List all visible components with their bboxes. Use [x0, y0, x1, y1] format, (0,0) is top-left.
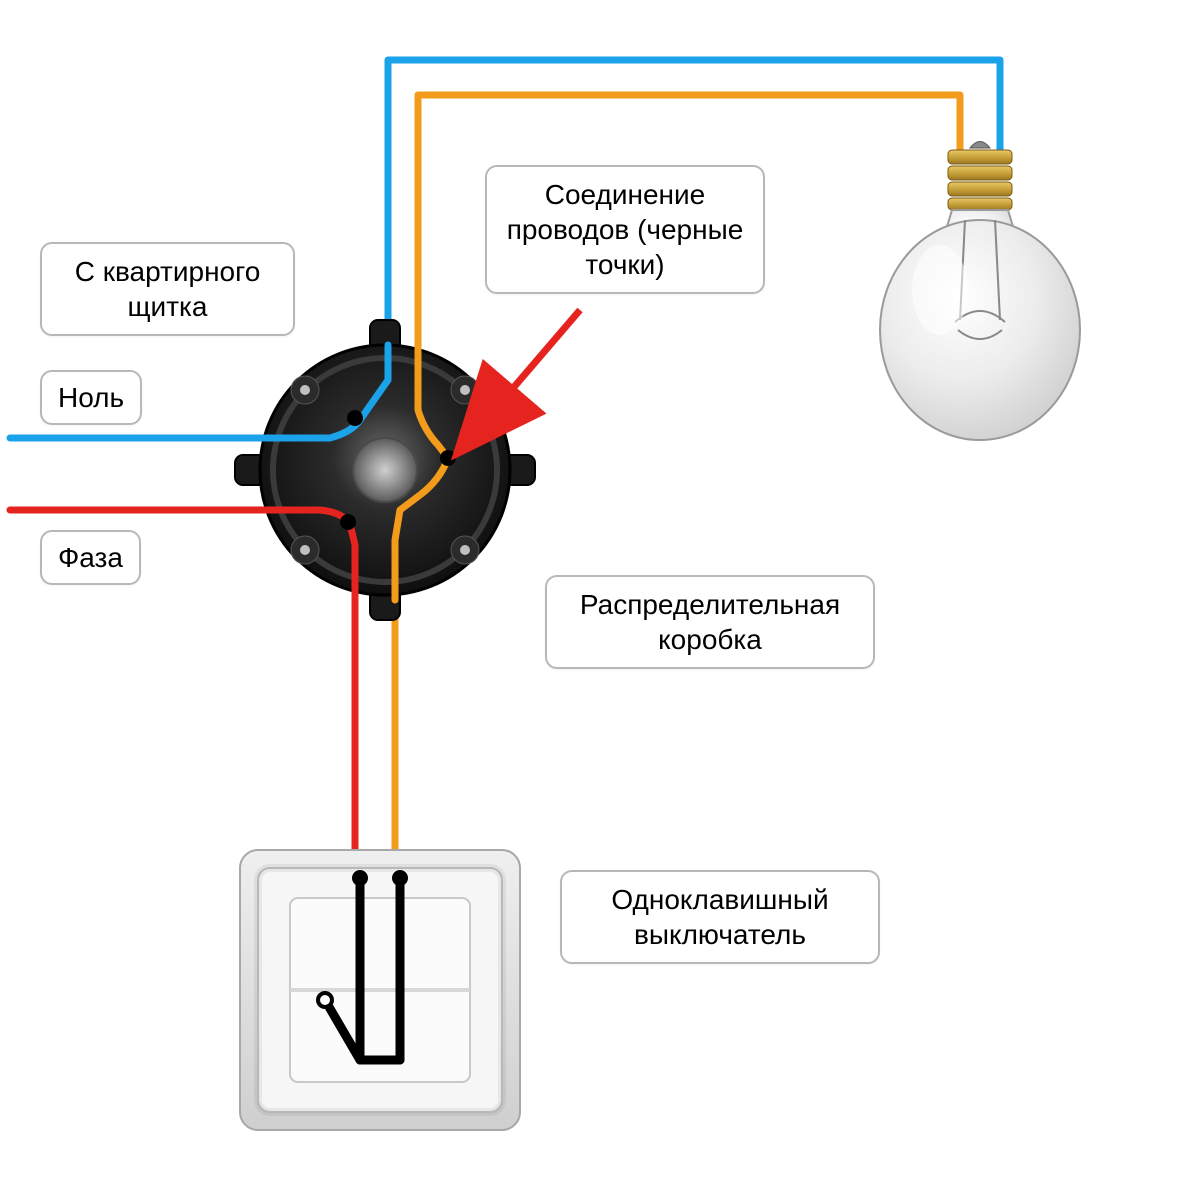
label-panel: С квартирного щитка: [40, 242, 295, 336]
lightbulb-icon: [880, 142, 1080, 441]
label-switch: Одноклавишный выключатель: [560, 870, 880, 964]
junction-box-icon: [235, 320, 535, 620]
wall-switch-icon: [240, 850, 520, 1130]
label-neutral: Ноль: [40, 370, 142, 425]
label-junction-dots: Соединение проводов (черные точки): [485, 165, 765, 294]
diagram-stage: С квартирного щитка Ноль Фаза Соединение…: [0, 0, 1193, 1200]
arrow-pointer: [460, 310, 580, 450]
label-junction-box: Распределительная коробка: [545, 575, 875, 669]
label-phase: Фаза: [40, 530, 141, 585]
switch-schematic: [318, 870, 408, 1060]
